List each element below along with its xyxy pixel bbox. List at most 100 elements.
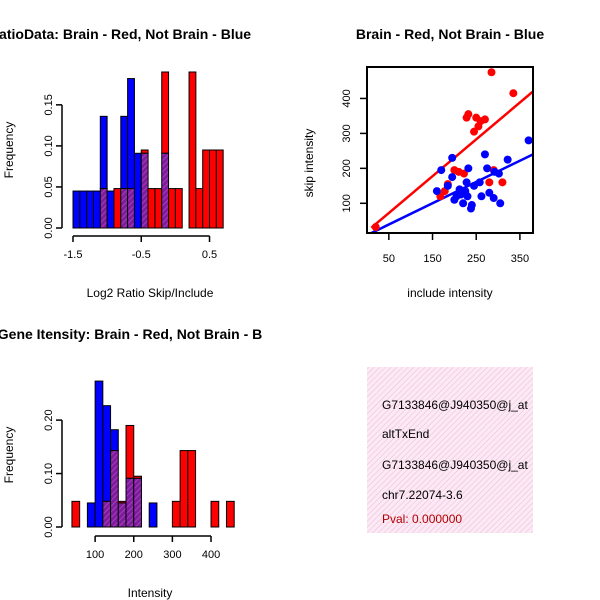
ratio-bar-brain (154, 188, 163, 229)
ratio-bar-not-brain (86, 190, 94, 229)
intensity-bar-brain (125, 424, 135, 479)
scatter-marks (370, 68, 533, 233)
ratio-bar-not-brain (79, 190, 88, 229)
scatter-point-not-brain (524, 136, 533, 145)
intensity-bar-not-brain (148, 502, 158, 528)
scatter-y-axis-label: skip intensity (302, 129, 316, 198)
ratio-bar-not-brain (133, 152, 142, 229)
scatter-point-brain (487, 68, 496, 77)
scatter-point-brain (509, 89, 518, 98)
ratio-bar-brain (188, 71, 197, 229)
intensity-y-tick-label: 0.00 (43, 516, 55, 537)
ratio-bar-brain (113, 188, 122, 229)
scatter-point-not-brain (475, 178, 484, 187)
ratio-bar-overlap (99, 188, 108, 229)
intensity-x-tick-label: 400 (202, 549, 220, 561)
ratio-x-tick-label: -0.5 (132, 249, 151, 261)
intensity-bar-brain (210, 500, 220, 528)
ratio-bar-overlap (120, 188, 129, 229)
scatter-point-not-brain (464, 164, 473, 173)
ratio-bar-brain (168, 188, 176, 229)
intensity-bar-overlap (117, 502, 127, 528)
intensity-x-tick-label: 300 (163, 549, 181, 561)
intensity-bar-overlap (125, 477, 135, 528)
info-event-type: altTxEnd (382, 427, 429, 441)
scatter-fit-line-not-brain (370, 153, 533, 233)
intensity-bar-overlap (102, 500, 112, 528)
ratio-bar-brain (215, 149, 224, 229)
scatter-x-tick-label: 50 (383, 253, 395, 265)
scatter-point-not-brain (463, 192, 472, 201)
ratio-bar-not-brain (72, 190, 81, 229)
scatter-point-brain (485, 178, 494, 187)
intensity-bar-brain (71, 500, 81, 528)
scatter-point-brain (371, 223, 380, 232)
info-panel: G7133846@J940350@j_at altTxEnd G7133846@… (367, 367, 533, 533)
ratio-bar-brain (147, 188, 156, 229)
intensity-bar-not-brain (94, 380, 104, 528)
ratio-axes: -1.5 -0.5 0.5 0.00 0.05 0.10 0.15 (43, 94, 217, 261)
info-pvalue: Pval: 0.000000 (382, 512, 462, 526)
ratio-bar-not-brain (106, 190, 115, 229)
intensity-bar-overlap (133, 477, 142, 528)
ratio-bar-overlap (140, 152, 149, 229)
intensity-y-tick-label: 0.20 (43, 409, 55, 430)
scatter-point-not-brain (483, 164, 492, 173)
ratio-bar-brain (174, 188, 183, 229)
scatter-point-not-brain (494, 169, 503, 178)
ratio-y-tick-label: 0.00 (43, 217, 55, 238)
ratio-histogram-panel: RatioData: Brain - Red, Not Brain - Blue… (0, 26, 251, 300)
intensity-histogram-panel: Gene Itensity: Brain - Red, Not Brain - … (0, 326, 262, 600)
intensity-bar-not-brain (102, 405, 112, 502)
scatter-point-not-brain (432, 187, 441, 196)
scatter-point-not-brain (448, 153, 457, 162)
scatter-y-tick-label: 300 (341, 124, 353, 142)
scatter-point-brain (498, 178, 507, 187)
info-panel-background (367, 367, 533, 533)
ratio-bar-not-brain (99, 115, 108, 190)
ratio-y-tick-label: 0.10 (43, 135, 55, 156)
ratio-bar-brain (161, 71, 170, 154)
ratio-y-tick-label: 0.05 (43, 176, 55, 197)
intensity-y-tick-label: 0.10 (43, 463, 55, 484)
intensity-bar-brain (225, 500, 235, 528)
info-locus: chr7.22074-3.6 (382, 488, 463, 502)
scatter-point-not-brain (503, 155, 512, 164)
scatter-point-not-brain (459, 199, 468, 208)
ratio-bar-not-brain (127, 78, 135, 190)
intensity-bar-not-brain (110, 429, 119, 452)
scatter-chart-title: Brain - Red, Not Brain - Blue (356, 26, 544, 42)
intensity-x-axis-label: Intensity (128, 586, 173, 600)
intensity-x-tick-label: 100 (86, 549, 104, 561)
ratio-bar-brain (202, 149, 211, 229)
scatter-point-not-brain (448, 173, 457, 182)
intensity-bar-brain (171, 500, 181, 528)
scatter-y-tick-label: 400 (341, 89, 353, 107)
scatter-point-brain (464, 110, 473, 119)
ratio-x-axis-label: Log2 Ratio Skip/Include (87, 286, 214, 300)
ratio-bar-brain (209, 149, 217, 229)
ratio-y-axis-label: Frequency (2, 122, 16, 179)
info-junction-id-2: G7133846@J940350@j_at (382, 458, 528, 472)
intensity-x-tick-label: 200 (125, 549, 143, 561)
ratio-bar-not-brain (120, 115, 129, 190)
scatter-point-not-brain (443, 181, 452, 190)
scatter-x-tick-label: 350 (511, 253, 529, 265)
ratio-bar-not-brain (92, 190, 101, 229)
scatter-axes: 50 150 250 350 100 200 300 400 (341, 89, 529, 265)
scatter-y-tick-label: 200 (341, 159, 353, 177)
ratio-bars (72, 71, 224, 229)
intensity-bar-brain (179, 450, 189, 528)
scatter-point-not-brain (477, 192, 486, 201)
scatter-point-not-brain (485, 188, 494, 197)
ratio-bar-overlap (161, 152, 170, 229)
scatter-point-not-brain (489, 194, 498, 203)
intensity-bar-brain (187, 450, 197, 528)
scatter-point-not-brain (437, 166, 446, 175)
ratio-bar-brain (195, 188, 204, 229)
ratio-chart-title: RatioData: Brain - Red, Not Brain - Blue (0, 26, 251, 42)
info-junction-id-1: G7133846@J940350@j_at (382, 398, 528, 412)
ratio-x-tick-label: 0.5 (202, 249, 217, 261)
scatter-plot-frame (366, 66, 534, 234)
